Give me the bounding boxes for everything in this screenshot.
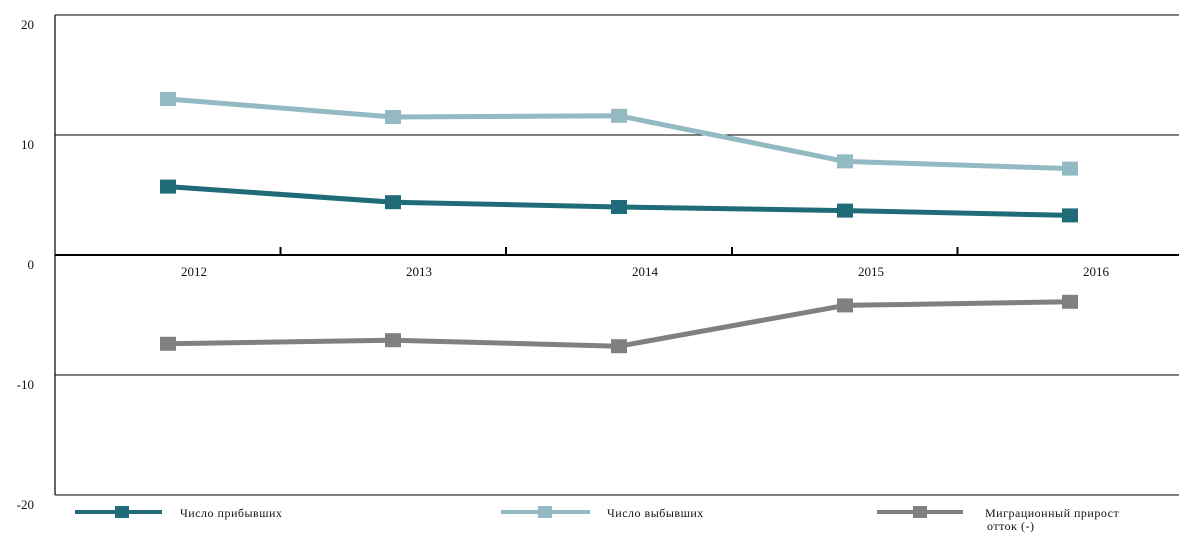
y-tick-label: 20 — [21, 17, 34, 32]
data-point — [1062, 161, 1078, 176]
x-tick-label: 2016 — [1083, 264, 1110, 279]
legend-layer: Число прибывших Число выбывших Миграционны… — [75, 506, 1119, 533]
data-point — [1062, 294, 1078, 309]
data-point — [837, 154, 853, 169]
data-point — [160, 92, 176, 106]
legend-swatch-marker — [913, 506, 927, 518]
legend-label: Число прибывших — [180, 506, 282, 520]
x-tick-label: 2014 — [632, 264, 659, 279]
data-point — [385, 195, 401, 210]
legend-swatch-marker — [115, 506, 129, 518]
grid-layer — [55, 14, 1179, 496]
legend-label: Число выбывших — [607, 506, 704, 520]
legend-label: Миграционный прирост — [985, 506, 1119, 520]
data-point — [611, 200, 627, 214]
x-tick-label: 2012 — [181, 264, 207, 279]
y-tick-label: -10 — [17, 377, 34, 392]
axis-layer: 20 10 0 -10 -20 2012 2013 2014 2015 2016 — [17, 15, 1179, 512]
data-point — [611, 339, 627, 354]
legend-label: отток (-) — [987, 519, 1035, 533]
legend-item: Число прибывших — [75, 506, 282, 520]
x-tick-label: 2013 — [406, 264, 432, 279]
data-point — [160, 336, 176, 351]
data-point — [385, 110, 401, 124]
series-1 — [160, 179, 1078, 223]
y-tick-label: 0 — [28, 257, 35, 272]
x-tick-label: 2015 — [858, 264, 884, 279]
data-point — [1062, 208, 1078, 223]
series-layer — [160, 92, 1078, 354]
series-2 — [160, 92, 1078, 176]
data-point — [837, 203, 853, 218]
data-point — [837, 298, 853, 313]
y-tick-label: 10 — [21, 137, 34, 152]
data-point — [160, 179, 176, 194]
data-point — [385, 333, 401, 348]
y-tick-label: -20 — [17, 497, 34, 512]
legend-item: Число выбывших — [501, 506, 704, 520]
legend-swatch-marker — [538, 506, 552, 518]
data-point — [611, 108, 627, 123]
series-3 — [160, 294, 1078, 354]
